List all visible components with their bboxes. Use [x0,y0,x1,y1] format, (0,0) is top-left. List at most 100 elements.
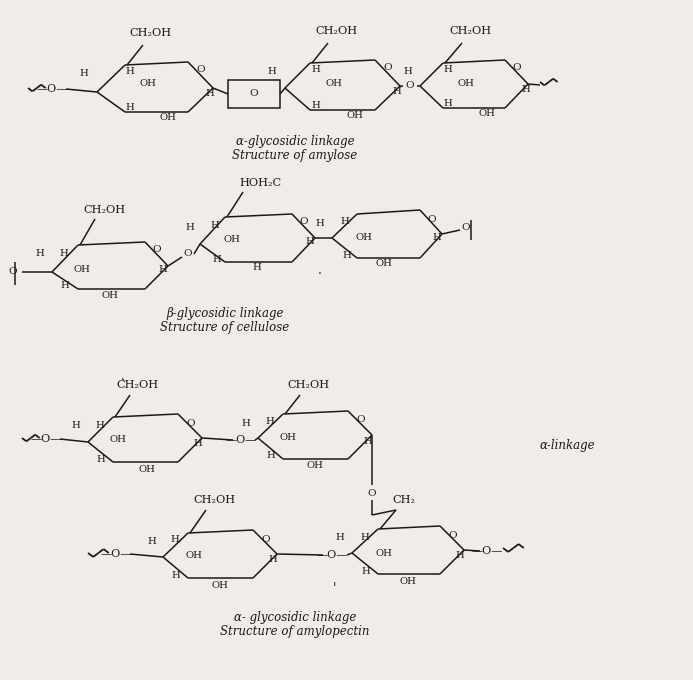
Text: OH: OH [325,78,342,88]
Text: H: H [96,454,105,464]
Text: H: H [393,88,401,97]
Text: H: H [342,250,351,260]
Text: H: H [267,67,277,75]
Text: H: H [312,101,320,110]
Text: —O—: —O— [36,84,68,94]
Text: CH₂OH: CH₂OH [83,205,125,215]
Text: H: H [170,536,179,545]
Text: H: H [444,99,453,109]
Text: OH: OH [346,112,363,120]
Text: OH: OH [479,109,495,118]
Text: H: H [242,418,250,428]
Text: O: O [384,63,392,73]
Text: H: H [71,422,80,430]
Text: OH: OH [185,551,202,560]
Text: H: H [60,250,69,258]
Text: H: H [35,250,44,258]
Text: H: H [444,65,453,75]
Text: ': ' [333,581,337,594]
Text: H: H [269,556,277,564]
Text: Structure of cellulose: Structure of cellulose [160,322,290,335]
Text: OH: OH [375,549,392,558]
Text: H: H [96,420,105,430]
Bar [228,80,280,108]
Text: OH: OH [355,233,372,243]
Text: —O—: —O— [316,550,348,560]
Text: CH₂OH: CH₂OH [287,380,329,390]
Text: H: H [206,90,214,99]
Text: H: H [360,532,369,541]
Text: OH: OH [224,235,241,245]
Text: β-glycosidic linkage: β-glycosidic linkage [166,307,283,320]
Text: H: H [265,418,274,426]
Text: .: . [318,263,322,277]
Text: OH: OH [139,78,156,88]
Text: CH₂OH: CH₂OH [449,26,491,36]
Text: O: O [357,415,365,424]
Text: H: H [364,437,372,445]
Text: H: H [60,280,69,290]
Text: H: H [306,237,315,247]
Text: CH₂: CH₂ [392,495,416,505]
Text: OH: OH [102,292,119,301]
Text: O: O [405,80,414,90]
Text: O: O [186,418,195,428]
Text: HOH₂C: HOH₂C [239,178,281,188]
Text: H: H [267,452,275,460]
Text: —O—: —O— [30,434,62,444]
Text: H: H [253,263,261,273]
Text: H: H [335,534,344,543]
Text: .: . [121,369,125,382]
Text: H: H [522,86,530,95]
Text: α- glycosidic linkage: α- glycosidic linkage [234,611,356,624]
Text: H: H [159,265,168,275]
Text: H: H [125,67,134,75]
Text: OH: OH [211,581,229,590]
Text: H: H [125,103,134,112]
Text: H: H [172,571,180,579]
Text: O: O [299,216,308,226]
Text: O: O [8,267,17,277]
Text: H: H [211,220,220,230]
Text: CH₂OH: CH₂OH [193,495,235,505]
Text: CH₂OH: CH₂OH [116,380,158,390]
Text: H: H [312,65,320,75]
Text: O: O [152,245,161,254]
Text: OH: OH [110,435,127,445]
Text: O: O [513,63,521,73]
Text: O: O [249,90,258,99]
Text: H: H [148,537,157,545]
Text: —O—: —O— [225,435,256,445]
Text: OH: OH [458,78,475,88]
Text: H: H [315,220,324,228]
Text: O: O [428,214,437,224]
Text: OH: OH [306,462,324,471]
Text: O: O [448,530,457,539]
Text: O: O [368,488,376,498]
Text: H: H [432,233,441,243]
Text: H: H [341,218,349,226]
Text: OH: OH [159,114,177,122]
Text: H: H [80,69,89,78]
Text: O: O [197,65,205,75]
Text: H: H [403,67,412,75]
Text: H: H [193,439,202,449]
Text: OH: OH [376,260,392,269]
Text: OH: OH [400,577,416,585]
Text: H: H [455,551,464,560]
Text: H: H [186,224,194,233]
Text: H: H [213,254,221,263]
Text: O: O [184,250,193,258]
Text: O: O [262,534,270,543]
Text: —O—: —O— [471,546,502,556]
Text: Structure of amylopectin: Structure of amylopectin [220,624,370,638]
Text: —O—: —O— [100,549,132,559]
Text: α-glycosidic linkage: α-glycosidic linkage [236,135,354,148]
Text: O: O [462,222,471,231]
Text: OH: OH [280,432,297,441]
Text: Structure of amylose: Structure of amylose [232,150,358,163]
Text: α-linkage: α-linkage [540,439,595,452]
Text: OH: OH [139,464,155,473]
Text: CH₂OH: CH₂OH [315,26,357,36]
Text: CH₂OH: CH₂OH [129,28,171,38]
